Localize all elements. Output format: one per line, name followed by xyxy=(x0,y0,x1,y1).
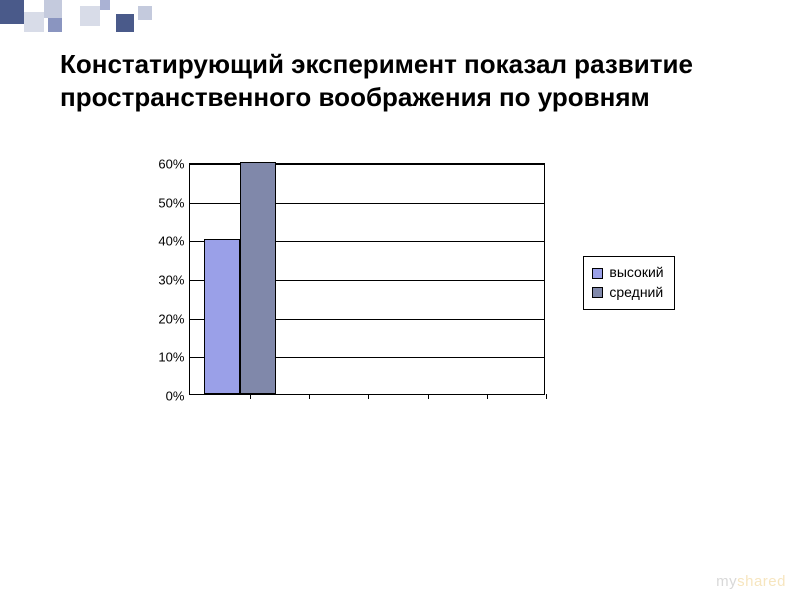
slide: Констатирующий эксперимент показал разви… xyxy=(0,0,800,413)
bar-chart: 0% 10% 20% 30% 40% 50% 60% xyxy=(135,153,555,413)
y-tick-label: 20% xyxy=(158,311,190,326)
corner-decoration xyxy=(0,0,180,32)
bar-средний xyxy=(240,162,276,394)
legend-item: высокий xyxy=(592,263,663,283)
legend-swatch xyxy=(592,287,603,298)
y-tick-label: 30% xyxy=(158,273,190,288)
plot-area: 0%10%20%30%40%50%60% xyxy=(189,163,545,395)
bar-высокий xyxy=(204,239,240,394)
x-tick xyxy=(487,394,488,399)
legend-label: высокий xyxy=(609,263,663,283)
deco-square xyxy=(138,6,152,20)
deco-square xyxy=(44,0,62,18)
legend-item: средний xyxy=(592,283,663,303)
x-tick xyxy=(368,394,369,399)
y-tick-label: 40% xyxy=(158,234,190,249)
slide-title: Констатирующий эксперимент показал разви… xyxy=(60,48,750,113)
deco-square xyxy=(116,14,134,32)
watermark-part2: shared xyxy=(737,573,786,590)
legend: высокийсредний xyxy=(583,256,674,309)
x-tick xyxy=(309,394,310,399)
x-tick xyxy=(546,394,547,399)
y-tick-label: 0% xyxy=(166,389,191,404)
deco-square xyxy=(100,0,110,10)
legend-label: средний xyxy=(609,283,663,303)
deco-square xyxy=(80,6,100,26)
legend-swatch xyxy=(592,268,603,279)
chart-with-legend: 0% 10% 20% 30% 40% 50% 60% высокийсредний xyxy=(60,153,750,413)
x-tick xyxy=(250,394,251,399)
x-tick xyxy=(428,394,429,399)
y-tick-label: 50% xyxy=(158,195,190,210)
y-tick-label: 60% xyxy=(158,157,190,172)
y-tick-label: 10% xyxy=(158,350,190,365)
deco-square xyxy=(48,18,62,32)
deco-square xyxy=(24,12,44,32)
deco-square xyxy=(0,0,24,24)
watermark: myshared xyxy=(716,573,786,590)
watermark-part1: my xyxy=(716,573,737,590)
